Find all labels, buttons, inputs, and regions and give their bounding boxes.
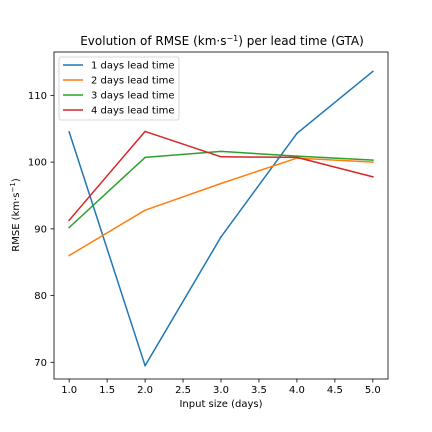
- y-tick-label: 90: [34, 224, 47, 235]
- series-1-point-3: [220, 236, 222, 238]
- series-3-point-1: [68, 226, 70, 229]
- legend-label-1: 1 days lead time: [91, 61, 175, 72]
- series-3-point-2: [144, 156, 146, 159]
- y-tick-label: 70: [34, 358, 47, 369]
- series-1-point-5: [372, 70, 374, 73]
- series-4-point-1: [68, 219, 70, 221]
- chart-title: Evolution of RMSE (km·s−1) per lead time…: [80, 34, 364, 49]
- series-3-point-5: [372, 159, 374, 161]
- series-layer: [68, 70, 374, 367]
- legend-label-2: 2 days lead time: [91, 76, 175, 87]
- series-2-point-1: [68, 254, 70, 257]
- legend-box: [58, 56, 180, 121]
- y-axis-label-superscript: −1: [9, 182, 17, 192]
- x-tick-label: 2.0: [137, 385, 153, 396]
- y-tick-label: 100: [28, 158, 47, 169]
- legend: 1 days lead time 2 days lead time 3 days l…: [58, 56, 180, 121]
- x-axis-ticks: 1.0 1.5 2.0 2.5 3.0 3.5 4.0 4.5 5.0: [61, 379, 381, 396]
- series-3-point-4: [296, 155, 298, 157]
- series-2-point-3: [220, 182, 222, 185]
- chart-title-superscript: −1: [226, 34, 238, 43]
- series-4-point-5: [372, 176, 374, 178]
- series-2-point-2: [144, 209, 146, 211]
- series-1-point-1: [68, 131, 70, 133]
- legend-label-3: 3 days lead time: [91, 91, 175, 102]
- series-3-point-3: [220, 150, 222, 153]
- y-axis-label: RMSE (km·s−1): [9, 178, 22, 252]
- legend-label-4: 4 days lead time: [91, 106, 175, 117]
- series-4-point-4: [296, 156, 298, 159]
- x-tick-label: 1.0: [61, 385, 77, 396]
- x-tick-label: 5.0: [365, 385, 381, 396]
- x-axis-label: Input size (days): [179, 399, 262, 410]
- series-2-point-5: [372, 161, 374, 163]
- x-tick-label: 4.0: [289, 385, 305, 396]
- series-4-point-3: [220, 156, 222, 158]
- series-1-point-2: [144, 364, 146, 367]
- x-tick-label: 2.5: [175, 385, 191, 396]
- x-tick-label: 4.5: [327, 385, 343, 396]
- x-tick-label: 3.5: [251, 385, 267, 396]
- y-tick-label: 110: [28, 91, 47, 102]
- x-tick-label: 3.0: [213, 385, 229, 396]
- x-tick-label: 1.5: [99, 385, 115, 396]
- series-1-point-4: [296, 132, 298, 135]
- y-tick-label: 80: [34, 291, 47, 302]
- series-4-point-2: [144, 130, 146, 133]
- y-axis-ticks: 70 80 90 100 110: [28, 91, 54, 369]
